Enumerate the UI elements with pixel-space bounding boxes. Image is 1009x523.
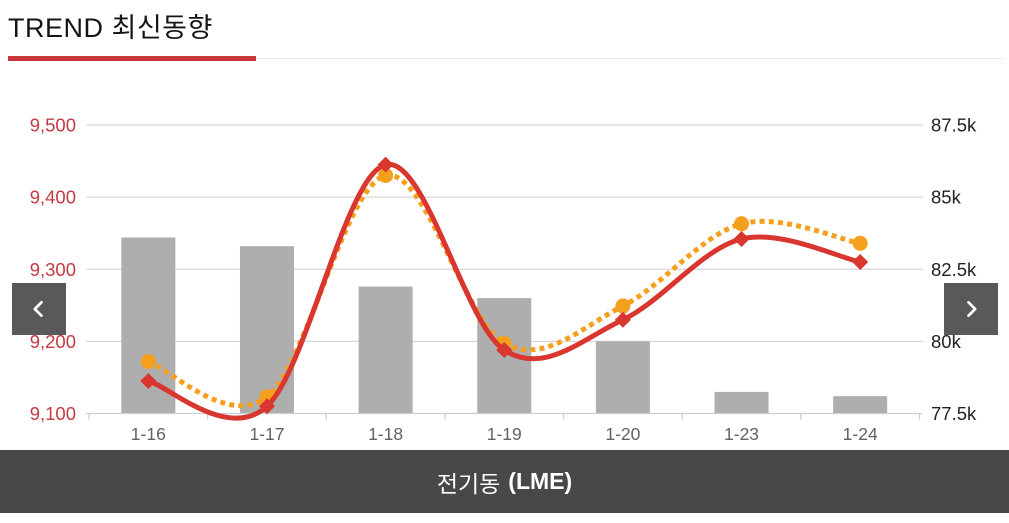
diamond-marker [614,311,631,328]
circle-marker [852,235,868,251]
y-axis-label-left: 9,200 [30,331,76,352]
diamond-marker [258,398,275,415]
title-dotted-rule [256,58,1004,59]
page-title: TREND 최신동향 [8,13,213,43]
chevron-right-icon [967,301,977,317]
trend-chart: 9,500 9,400 9,300 9,200 9,100 87.5k 85k 82.5k 80… [30,115,977,445]
x-axis-label: 1-19 [487,424,522,444]
y-axis-label-right: 77.5k [931,403,977,424]
volume-bar [358,286,413,414]
circle-marker [615,298,631,314]
chart-footer: 전기동 (LME) [0,450,1009,513]
y-axis-label-right: 82.5k [931,259,977,280]
footer-series-suffix: (LME) [508,468,573,494]
circle-marker [140,354,156,370]
footer-series-name: 전기동 [436,470,501,497]
diamond-marker [733,230,750,247]
diamond-marker [140,373,157,390]
x-axis-label: 1-24 [843,424,878,444]
y-axis-label-left: 9,400 [30,187,76,208]
circle-marker [734,216,750,232]
diamond-marker [377,156,394,173]
x-axis-label: 1-23 [724,424,759,444]
circle-marker [378,167,394,183]
y-axis-label-left: 9,500 [30,115,76,136]
x-axis-label: 1-20 [605,424,640,444]
diamond-marker [852,254,869,271]
volume-bar [595,341,650,414]
title-underline-accent [8,56,256,61]
y-axis-label-right: 85k [931,187,962,208]
chevron-left-icon [33,301,43,317]
volume-bar [714,391,769,414]
y-axis-label-right: 80k [931,331,962,352]
x-axis-label: 1-16 [131,424,166,444]
volume-bar [239,246,294,414]
x-axis-label: 1-18 [368,424,403,444]
next-chart-button[interactable] [944,283,998,335]
prev-chart-button[interactable] [12,283,66,335]
diamond-marker [496,342,513,359]
y-axis-label-left: 9,300 [30,259,76,280]
y-axis-label-right: 87.5k [931,115,977,136]
x-axis-label: 1-17 [249,424,284,444]
volume-bar [833,396,888,414]
y-axis-label-left: 9,100 [30,403,76,424]
